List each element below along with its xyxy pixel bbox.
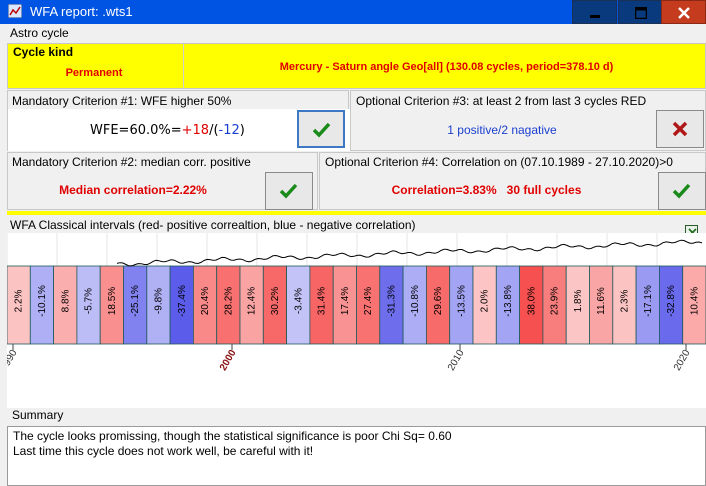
criterion-4-title: Optional Criterion #4: Correlation on (0… xyxy=(325,155,673,169)
criterion-1-panel: Mandatory Criterion #1: WFE higher 50% W… xyxy=(7,90,350,151)
cycle-kind-value: Permanent xyxy=(65,67,123,79)
criterion-1-check-button[interactable] xyxy=(297,110,345,148)
interval-label: 8.8% xyxy=(60,289,71,312)
summary-label: Summary xyxy=(12,408,64,422)
interval-label: 2.0% xyxy=(480,289,491,312)
criterion-2-check-button[interactable] xyxy=(265,172,313,210)
wfa-chart: 2.2% -10.1% 8.8% -5.7% 18.5% -25.1% -9.8% -37.4… xyxy=(7,233,706,408)
interval-label: 38.0% xyxy=(526,287,537,315)
criterion-2-value: Median correlation=2.22% xyxy=(59,183,207,197)
criterion-1-title: Mandatory Criterion #1: WFE higher 50% xyxy=(12,94,232,108)
separator-strip xyxy=(7,211,706,215)
x-tick-label: 2000 xyxy=(218,348,239,373)
summary-box: The cycle looks promissing, though the s… xyxy=(7,426,706,486)
criterion-4-value: Correlation=3.83% 30 full cycles xyxy=(391,183,582,197)
cross-icon xyxy=(672,121,688,137)
cycle-description: Mercury - Saturn angle Geo[all] (130.08 … xyxy=(279,61,614,73)
interval-label: -13.5% xyxy=(456,285,467,317)
minimize-icon xyxy=(590,15,600,18)
interval-label: 12.4% xyxy=(247,287,258,315)
cycle-kind-label: Cycle kind xyxy=(13,45,74,59)
interval-label: 30.2% xyxy=(270,287,281,315)
interval-label: 1.8% xyxy=(573,289,584,312)
criterion-2-title: Mandatory Criterion #2: median corr. pos… xyxy=(12,155,251,169)
interval-label: -25.1% xyxy=(130,285,141,317)
criterion-3-title: Optional Criterion #3: at least 2 from l… xyxy=(356,94,647,108)
interval-label: -37.4% xyxy=(177,285,188,317)
criterion-4-check-button[interactable] xyxy=(658,172,706,210)
summary-line-1: The cycle looks promissing, though the s… xyxy=(13,429,452,443)
chart-title: WFA Classical intervals (red- positive c… xyxy=(10,218,416,232)
maximize-icon xyxy=(635,7,647,19)
criterion-2-panel: Mandatory Criterion #2: median corr. pos… xyxy=(7,152,318,210)
title-bar: WFA report: .wts1 xyxy=(0,0,706,24)
criterion-1-value: WFE=60.0%=+18/(-12) xyxy=(90,123,245,138)
interval-label: 2.2% xyxy=(14,289,25,312)
interval-label: 2.3% xyxy=(619,289,630,312)
criterion-3-check-button[interactable] xyxy=(656,110,704,148)
interval-label: 23.9% xyxy=(550,287,561,315)
criterion-1-body xyxy=(8,109,350,151)
interval-label: 11.6% xyxy=(596,287,607,315)
x-tick-label: 2020 xyxy=(672,348,693,373)
interval-label: -32.8% xyxy=(666,285,677,317)
interval-label: 29.6% xyxy=(433,287,444,315)
interval-label: -31.3% xyxy=(386,285,397,317)
interval-label: -9.8% xyxy=(153,288,164,314)
interval-label: -5.7% xyxy=(84,288,95,314)
wfa-chart-svg: 2.2% -10.1% 8.8% -5.7% 18.5% -25.1% -9.8% -37.4… xyxy=(7,233,706,373)
interval-label: -3.4% xyxy=(293,288,304,314)
summary-line-2: Last time this cycle does not work well,… xyxy=(13,444,314,458)
interval-label: -17.1% xyxy=(643,285,654,317)
criterion-4-panel: Optional Criterion #4: Correlation on (0… xyxy=(319,152,706,210)
interval-label: -10.8% xyxy=(410,285,421,317)
app-icon xyxy=(8,4,22,18)
x-tick-label: 2010 xyxy=(446,348,467,373)
interval-label: -10.1% xyxy=(37,285,48,317)
x-tick-label: 990 xyxy=(7,348,20,368)
interval-label: 31.4% xyxy=(317,287,328,315)
astro-cycle-panel: Cycle kind Permanent Mercury - Saturn an… xyxy=(7,43,706,89)
checkmark-icon xyxy=(313,122,331,138)
minimize-button[interactable] xyxy=(572,0,617,24)
equity-line xyxy=(116,239,703,267)
interval-label: 10.4% xyxy=(689,287,700,315)
interval-label: 18.5% xyxy=(107,287,118,315)
astro-cycle-label: Astro cycle xyxy=(10,26,69,40)
close-icon xyxy=(678,7,690,19)
interval-label: 28.2% xyxy=(223,287,234,315)
interval-label: 20.4% xyxy=(200,287,211,315)
interval-label: 17.4% xyxy=(340,287,351,315)
maximize-button[interactable] xyxy=(618,0,663,24)
interval-label: 27.4% xyxy=(363,287,374,315)
interval-label: -13.8% xyxy=(503,285,514,317)
criterion-3-panel: Optional Criterion #3: at least 2 from l… xyxy=(350,90,706,151)
checkmark-icon xyxy=(673,183,691,199)
checkmark-icon xyxy=(280,183,298,199)
interval-bar xyxy=(682,265,706,345)
close-button[interactable] xyxy=(661,0,706,24)
criterion-3-value: 1 positive/2 nagative xyxy=(447,123,557,137)
window-title: WFA report: .wts1 xyxy=(30,4,133,19)
cycle-kind-box: Cycle kind Permanent xyxy=(8,44,184,88)
